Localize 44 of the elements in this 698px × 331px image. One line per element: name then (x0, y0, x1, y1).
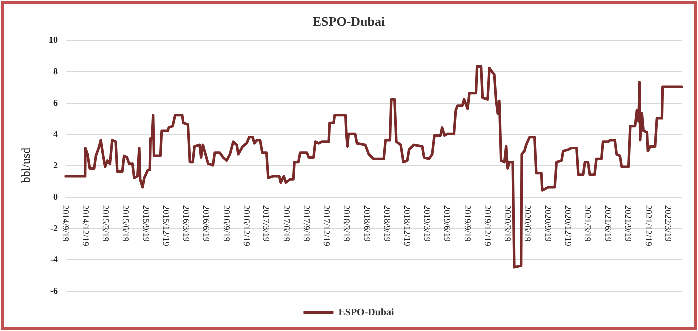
x-tick-label: 2019/9/19 (462, 205, 473, 242)
x-tick-label: 2018/6/19 (362, 205, 372, 242)
x-tick-label: 2015/12/19 (161, 205, 172, 247)
x-tick-label: 2017/12/19 (322, 205, 332, 247)
x-tick-label: 2020/9/19 (543, 205, 554, 242)
y-tick-label: 0 (54, 192, 58, 202)
x-tick-label: 2021/6/19 (603, 205, 614, 242)
x-tick-label: 2016/12/19 (242, 205, 252, 247)
legend-label: ESPO-Dubai (338, 308, 395, 318)
x-tick-label: 2014/12/19 (81, 205, 92, 247)
y-axis-title: bbl/usd (19, 148, 33, 184)
x-tick-label: 2021/9/19 (624, 205, 634, 242)
x-tick-label: 2014/9/19 (61, 205, 71, 242)
x-tick-label: 2021/12/19 (644, 205, 654, 247)
y-tick-label: 6 (54, 98, 58, 108)
x-tick-label: 2020/3/19 (502, 205, 513, 242)
x-tick-label: 2022/3/19 (664, 205, 674, 242)
y-tick-label: 10 (49, 35, 58, 45)
x-tick-label: 2018/9/19 (382, 205, 393, 242)
x-tick-label: 2018/3/19 (342, 205, 352, 242)
y-tick-label: 4 (54, 129, 58, 140)
x-tick-label: 2015/6/19 (121, 205, 132, 242)
x-tick-label: 2019/6/19 (442, 205, 453, 242)
y-tick-label: -6 (50, 286, 58, 296)
x-tick-label: 2021/3/19 (583, 205, 594, 242)
chart-title: ESPO-Dubai (312, 14, 386, 29)
x-tick-label: 2017/9/19 (302, 205, 312, 242)
y-tick-label: 8 (54, 66, 58, 76)
x-tick-label: 2020/12/19 (563, 205, 574, 247)
x-tick-label: 2018/12/19 (402, 205, 413, 247)
x-tick-label: 2016/9/19 (222, 205, 232, 242)
line-series (64, 65, 684, 269)
x-tick-label: 2017/6/19 (282, 205, 292, 242)
x-tick-label: 2015/3/19 (100, 205, 111, 242)
x-tick-label: 2019/12/19 (482, 205, 493, 247)
y-tick-label: 2 (54, 160, 58, 170)
x-tick-label: 2015/9/19 (141, 205, 152, 242)
x-tick-label: 2019/3/19 (422, 205, 432, 242)
y-tick-label: -4 (50, 254, 58, 265)
y-tick-label: -2 (50, 223, 58, 234)
x-tick-label: 2017/3/19 (262, 205, 272, 242)
x-tick-label: 2016/6/19 (202, 205, 212, 242)
x-tick-label: 2020/6/19 (523, 205, 534, 242)
x-tick-label: 2016/3/19 (181, 205, 192, 242)
